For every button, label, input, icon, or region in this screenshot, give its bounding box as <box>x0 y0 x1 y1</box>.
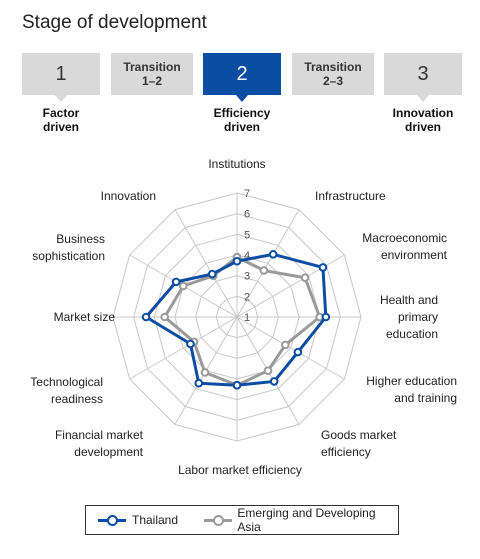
stage-pointer-2 <box>236 95 248 102</box>
data-point-thailand-0 <box>232 256 242 266</box>
data-point-thailand-9 <box>141 312 151 322</box>
data-point-thailand-5 <box>269 377 279 386</box>
radar-series <box>141 250 331 390</box>
axis-label-11: Innovation <box>101 189 156 203</box>
axis-label-5: Goods market efficiency <box>321 428 397 459</box>
axis-label-7: Financial market development <box>55 428 144 459</box>
scale-tick-2: 2 <box>244 291 250 303</box>
axis-label-0: Institutions <box>208 157 265 171</box>
data-point-asia-5 <box>263 366 273 375</box>
data-point-thailand-3 <box>321 312 331 322</box>
axis-labels: Institutions Infrastructure Macroeconomic e… <box>30 157 457 477</box>
scale-ticks: 1 2 3 4 5 6 7 <box>244 188 250 324</box>
stage-label-efficiency-driven: Efficiency driven <box>213 106 271 134</box>
axis-label-10: Business sophistication <box>32 232 105 263</box>
axis-label-4: Higher education and training <box>366 374 457 405</box>
data-point-asia-2 <box>300 273 310 283</box>
scale-tick-3: 3 <box>244 271 250 283</box>
data-point-thailand-1 <box>268 250 278 259</box>
stage-box-transition-2-3: Transition 2–3 <box>292 53 374 95</box>
legend-swatch-asia <box>204 514 233 526</box>
axis-label-2: Macroeconomic environment <box>362 231 447 262</box>
scale-tick-7: 7 <box>244 188 250 200</box>
series-line-asia <box>163 255 322 387</box>
radar-chart: 1 2 3 4 5 6 7 Institutions Infrastructure Macroe… <box>30 157 457 477</box>
data-point-asia-10 <box>179 281 188 291</box>
data-point-asia-4 <box>281 340 290 350</box>
scale-tick-5: 5 <box>244 229 250 241</box>
data-point-thailand-2 <box>318 263 328 272</box>
data-point-thailand-6 <box>232 380 242 390</box>
data-point-asia-7 <box>200 368 210 377</box>
legend-item-asia: Emerging and Developing Asia <box>204 506 398 534</box>
data-point-asia-1 <box>259 266 269 275</box>
stage-pointer-3 <box>417 95 429 102</box>
chart-legend: Thailand Emerging and Developing Asia <box>85 505 399 535</box>
data-point-thailand-11 <box>207 269 217 279</box>
stage-box-1: 1 <box>22 53 100 95</box>
axis-label-3: Health and primary education <box>380 293 438 341</box>
axis-label-1: Infrastructure <box>315 189 386 203</box>
data-point-asia-9 <box>160 312 169 322</box>
scale-tick-4: 4 <box>244 250 250 262</box>
legend-swatch-thailand <box>98 514 126 526</box>
stage-pointer-1 <box>55 95 67 102</box>
axis-label-9: Market size <box>54 310 116 324</box>
stage-box-3: 3 <box>384 53 462 95</box>
data-point-thailand-7 <box>194 378 204 388</box>
stage-box-2: 2 <box>203 53 281 95</box>
stage-label-factor-driven: Factor driven <box>42 106 80 134</box>
axis-label-6: Labor market efficiency <box>178 463 302 477</box>
grid-spoke-8 <box>129 316 238 380</box>
legend-item-thailand: Thailand <box>98 513 178 527</box>
data-point-thailand-4 <box>293 347 303 357</box>
stage-box-transition-1-2: Transition 1–2 <box>111 53 193 95</box>
legend-label-thailand: Thailand <box>132 513 179 527</box>
stage-label-innovation-driven: Innovation driven <box>392 106 454 134</box>
grid-spoke-4 <box>236 316 345 380</box>
data-point-thailand-8 <box>186 339 195 349</box>
grid-spoke-11 <box>174 209 238 318</box>
page-title: Stage of development <box>22 12 207 33</box>
scale-tick-1: 1 <box>244 312 250 324</box>
data-point-thailand-10 <box>171 277 181 287</box>
legend-label-asia: Emerging and Developing Asia <box>237 506 376 534</box>
axis-label-8: Technological readiness <box>30 375 103 406</box>
grid-spoke-1 <box>236 209 300 318</box>
scale-tick-6: 6 <box>244 209 250 221</box>
